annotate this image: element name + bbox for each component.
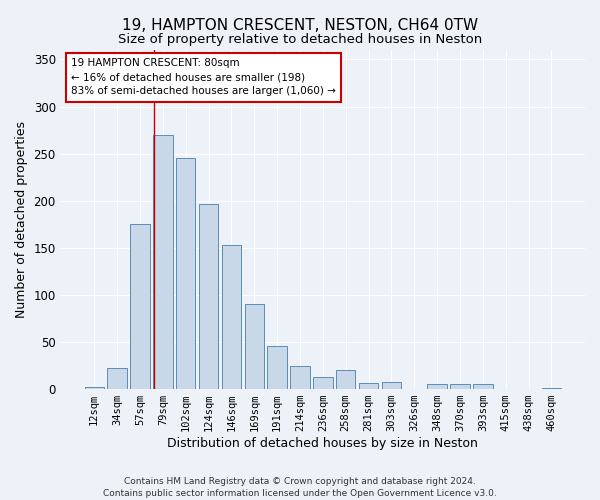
Bar <box>542 388 561 389</box>
Y-axis label: Number of detached properties: Number of detached properties <box>15 121 28 318</box>
Bar <box>382 382 401 389</box>
Bar <box>290 366 310 389</box>
Bar <box>245 304 264 389</box>
Text: 19 HAMPTON CRESCENT: 80sqm
← 16% of detached houses are smaller (198)
83% of sem: 19 HAMPTON CRESCENT: 80sqm ← 16% of deta… <box>71 58 336 96</box>
Bar <box>153 135 173 389</box>
Bar <box>313 377 332 389</box>
Bar <box>427 384 447 389</box>
Bar <box>473 384 493 389</box>
Bar <box>221 245 241 389</box>
Bar <box>199 204 218 389</box>
Bar <box>176 158 196 389</box>
X-axis label: Distribution of detached houses by size in Neston: Distribution of detached houses by size … <box>167 437 478 450</box>
Text: Size of property relative to detached houses in Neston: Size of property relative to detached ho… <box>118 32 482 46</box>
Bar <box>336 370 355 389</box>
Bar <box>359 384 378 389</box>
Bar <box>85 387 104 389</box>
Bar <box>450 384 470 389</box>
Bar <box>130 224 149 389</box>
Text: Contains HM Land Registry data © Crown copyright and database right 2024.
Contai: Contains HM Land Registry data © Crown c… <box>103 476 497 498</box>
Bar <box>107 368 127 389</box>
Bar <box>268 346 287 389</box>
Text: 19, HAMPTON CRESCENT, NESTON, CH64 0TW: 19, HAMPTON CRESCENT, NESTON, CH64 0TW <box>122 18 478 32</box>
